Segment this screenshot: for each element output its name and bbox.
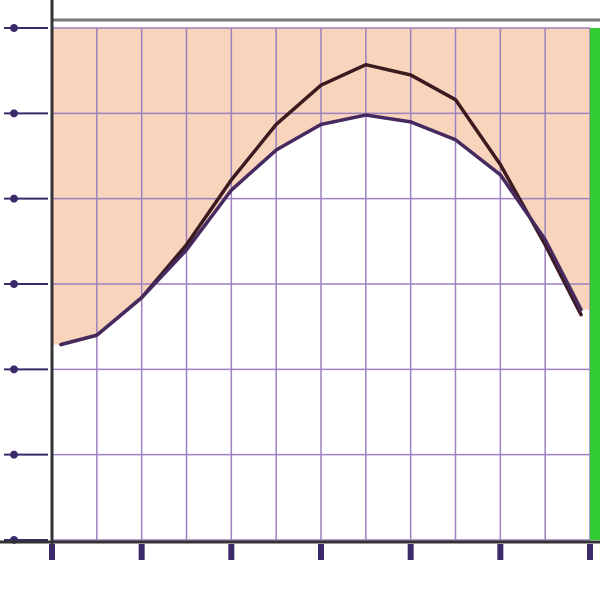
y-tick-blob xyxy=(10,450,18,459)
green-edge xyxy=(590,28,600,540)
y-tick-blob xyxy=(10,365,18,374)
y-tick-blob xyxy=(10,109,18,118)
y-tick-blob xyxy=(10,280,18,288)
y-tick-blob xyxy=(10,24,18,32)
line-layer xyxy=(59,62,583,347)
y-tick-blob xyxy=(10,194,18,203)
data-line xyxy=(59,113,583,347)
